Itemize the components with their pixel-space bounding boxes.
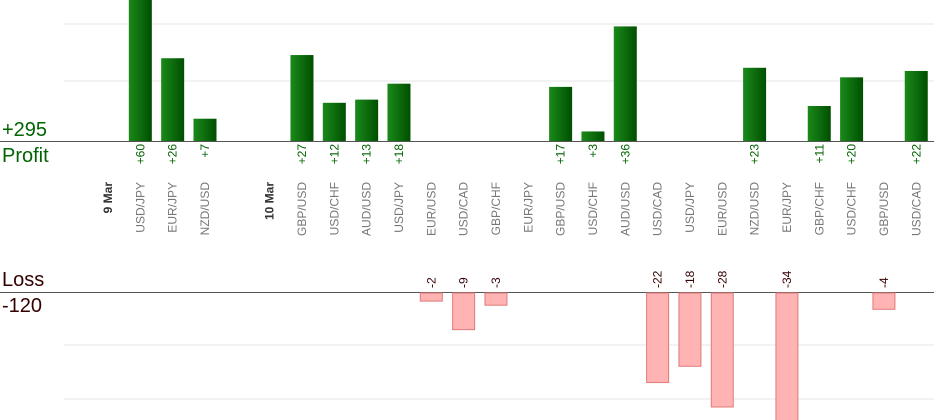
loss-bar [710, 292, 734, 408]
loss-bar [419, 292, 443, 302]
profit-bar [193, 118, 217, 141]
pair-label: USD/CHF [845, 182, 859, 235]
loss-value-label: -4 [877, 277, 891, 288]
profit-value-label: +11 [812, 144, 826, 164]
axes [0, 141, 934, 293]
profit-value-label: +36 [618, 144, 632, 165]
profit-value-label: +13 [360, 144, 374, 165]
pair-label: NZD/USD [748, 182, 762, 236]
loss-bar [872, 292, 896, 310]
profit-bar [840, 77, 864, 141]
profit-bar [581, 131, 605, 141]
loss-value-label: -28 [715, 270, 729, 288]
date-label: 10 Mar [263, 182, 277, 220]
pair-label: EUR/USD [715, 182, 729, 236]
profit-value-label: +7 [198, 144, 212, 158]
loss-bar [775, 292, 799, 420]
profit-bar [613, 26, 637, 141]
date-label: 9 Mar [101, 182, 115, 214]
loss-bars: -2 -9 -3 -22 -18 -28 -34 -4 [419, 270, 896, 420]
pair-label: USD/CAD [651, 182, 665, 236]
profit-bar [161, 58, 185, 141]
pair-label: USD/JPY [133, 182, 147, 233]
pair-label: GBP/USD [554, 182, 568, 236]
pair-label: EUR/JPY [166, 182, 180, 233]
pair-label: USD/CAD [909, 182, 923, 236]
profit-value-label: +18 [392, 144, 406, 165]
pair-label: GBP/USD [877, 182, 891, 236]
profit-value-label: +12 [327, 144, 341, 165]
pair-label: USD/CHF [586, 182, 600, 235]
loss-total: -120 [2, 295, 43, 317]
loss-bar [678, 292, 702, 367]
pair-label: USD/JPY [392, 182, 406, 233]
loss-value-label: -2 [424, 277, 438, 288]
profit-bar [549, 86, 573, 141]
loss-label: Loss [2, 269, 45, 291]
pair-label: GBP/CHF [489, 182, 503, 235]
profit-bar [128, 0, 152, 141]
profit-value-label: +20 [845, 144, 859, 165]
profit-bar [355, 99, 379, 141]
profit-total: +295 [2, 119, 48, 141]
loss-value-label: -3 [489, 277, 503, 288]
loss-bar [452, 292, 476, 331]
loss-value-label: -34 [780, 270, 794, 288]
loss-value-label: -9 [457, 277, 471, 288]
profit-value-label: +27 [295, 144, 309, 165]
pair-label: USD/CAD [457, 182, 471, 236]
pair-label: GBP/CHF [812, 182, 826, 235]
loss-value-label: -22 [651, 270, 665, 288]
loss-bar [646, 292, 670, 384]
pair-label: EUR/JPY [780, 182, 794, 233]
profit-bar [743, 67, 767, 141]
profit-value-label: +60 [133, 144, 147, 165]
pair-label: AUD/USD [618, 182, 632, 236]
loss-value-label: -18 [683, 270, 697, 288]
profit-value-label: +23 [748, 144, 762, 165]
profit-bar [807, 105, 831, 141]
profit-value-label: +22 [909, 144, 923, 165]
profit-bar [290, 55, 314, 141]
profit-bar [904, 70, 928, 141]
profit-value-label: +17 [554, 144, 568, 165]
profit-value-label: +26 [166, 144, 180, 165]
pair-label: USD/CHF [327, 182, 341, 235]
pair-label: AUD/USD [360, 182, 374, 236]
profit-bar [387, 83, 411, 141]
pair-label: EUR/JPY [521, 182, 535, 233]
profit-value-label: +3 [586, 144, 600, 158]
profit-bar [322, 102, 346, 141]
pair-label: GBP/USD [295, 182, 309, 236]
pair-label: EUR/USD [424, 182, 438, 236]
profit-bars: +60 +26 +7 +27 +12 +13 +18 +17 +3 +36 +23 +11 +20 +22 [128, 0, 928, 165]
pair-label: NZD/USD [198, 182, 212, 236]
category-labels: 9 Mar USD/JPY EUR/JPY NZD/USD 10 Mar GBP/USD U… [101, 182, 923, 236]
loss-bar [484, 292, 508, 306]
profit-label: Profit [2, 145, 49, 167]
pair-label: USD/JPY [683, 182, 697, 233]
